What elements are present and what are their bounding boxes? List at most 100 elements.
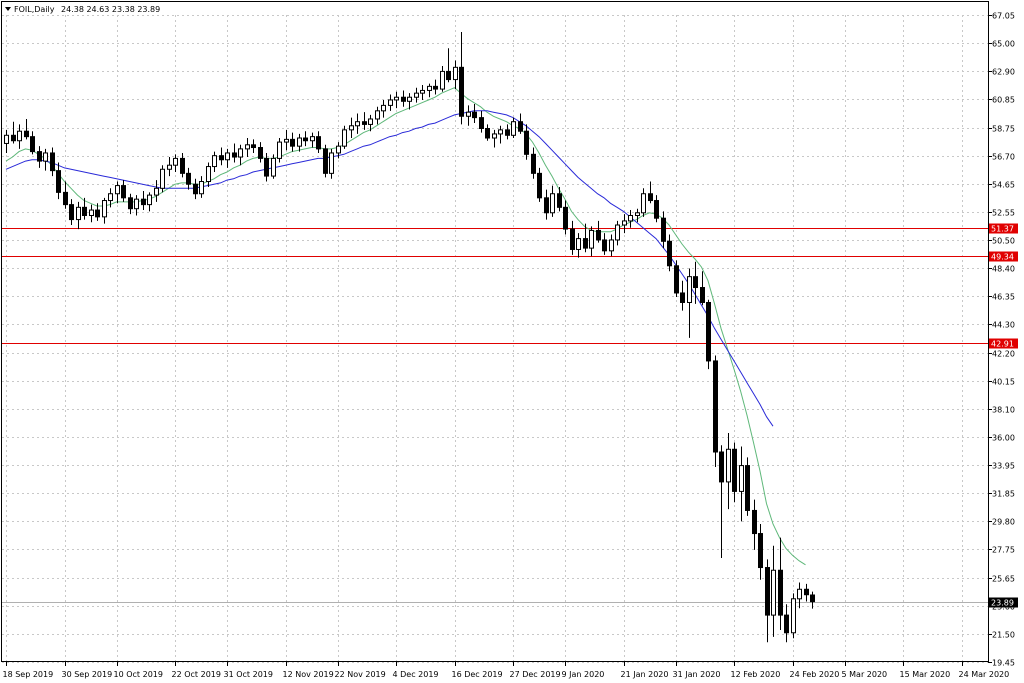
x-tick-label: 22 Nov 2019 [335,670,386,679]
candle [316,131,321,153]
x-tick-label: 15 Mar 2020 [900,670,951,679]
candle [76,201,81,230]
candle [596,220,601,243]
candle [219,147,224,166]
candle [745,457,750,516]
candle [11,121,16,144]
candle-body-up [108,193,113,202]
x-axis: 18 Sep 2019 30 Sep 2019 10 Oct 2019 22 Oct … [3,662,1010,679]
candle [50,147,55,177]
candle [349,117,354,139]
candle [401,90,406,107]
candle-body-up [771,569,776,616]
candle [589,226,594,257]
last-price-label: 23.89 [991,599,1014,608]
candle [648,181,653,204]
x-tick-label: 4 Dec 2019 [393,670,439,679]
candle-body-down [219,155,224,161]
candle-body-up [167,164,172,170]
y-tick-label: 46.35 [992,293,1015,302]
y-tick-label: 40.15 [992,378,1015,387]
candle [147,192,152,212]
candle-body-down [11,134,16,142]
candle-body-down [596,229,601,241]
candle-body-down [37,151,42,162]
candle [82,197,87,220]
candle-body-up [297,137,302,147]
candle-body-up [420,89,425,94]
candle [258,142,263,163]
candle-body-up [134,198,139,210]
y-tick-label: 25.65 [992,575,1015,584]
y-tick-label: 60.85 [992,96,1015,105]
candle [810,591,815,609]
dropdown-arrow-icon[interactable] [5,7,11,11]
moving-average-line [5,110,774,427]
candle-body-up [628,214,633,222]
y-tick-label: 31.85 [992,490,1015,499]
candle [576,233,581,258]
candle-body-down [700,287,705,303]
candle-body-up [245,144,250,150]
x-tick-label: 30 Sep 2019 [62,670,113,679]
candle [511,117,516,139]
candle-body-down [804,588,809,596]
candle [427,83,432,98]
candle-body-up [641,193,646,214]
candle-body-up [466,111,471,117]
candle-body-down [264,157,269,177]
candle-body-down [648,193,653,202]
x-tick-label: 24 Mar 2020 [959,670,1010,679]
candle-body-up [791,598,796,634]
x-tick-label: 10 Oct 2019 [114,670,163,679]
y-tick-label: 33.95 [992,462,1015,471]
candle-body-down [758,533,763,569]
candle-body-down [24,130,29,138]
candle-body-down [752,509,757,535]
candle-body-down [557,193,562,208]
candle [570,220,575,255]
candle-body-down [732,448,737,492]
x-tick-label: 12 Feb 2020 [731,670,781,679]
candle-body-down [654,200,659,219]
candle [615,220,620,246]
candle-body-down [232,152,237,158]
y-tick-label: 62.90 [992,68,1015,77]
candle-body-up [635,212,640,216]
candle [167,157,172,177]
candle-body-up [609,239,614,252]
candle-body-up [102,200,107,218]
candle [674,260,679,298]
candle [271,154,276,179]
level-tag-label: 42.91 [991,340,1014,349]
candle-body-up [388,99,393,106]
candle [368,114,373,132]
candle [687,268,692,338]
candle-body-up [687,276,692,303]
y-tick-label: 67.05 [992,12,1015,21]
candle [602,233,607,255]
candle-body-down [810,594,815,603]
x-tick-label: 31 Oct 2019 [224,670,273,679]
candle-body-up [511,121,516,136]
candle [160,165,165,193]
candle-body-down [121,185,126,199]
candle-body-up [147,194,152,206]
ohlc-label: 24.38 24.63 23.38 23.89 [61,5,160,14]
candle [212,151,217,172]
candle-body-down [602,239,607,252]
candle [739,446,744,522]
candle [310,132,315,148]
level-tag [989,251,1018,262]
candle-body-up [4,134,9,144]
candle-body-down [706,301,711,362]
candle [537,167,542,202]
candle [199,176,204,198]
candle [433,79,438,95]
candle [56,162,61,200]
x-tick-label: 27 Dec 2019 [510,670,561,679]
candle-body-up [160,168,165,189]
candle-body-up [17,130,22,142]
candle [609,234,614,257]
candle [628,210,633,228]
